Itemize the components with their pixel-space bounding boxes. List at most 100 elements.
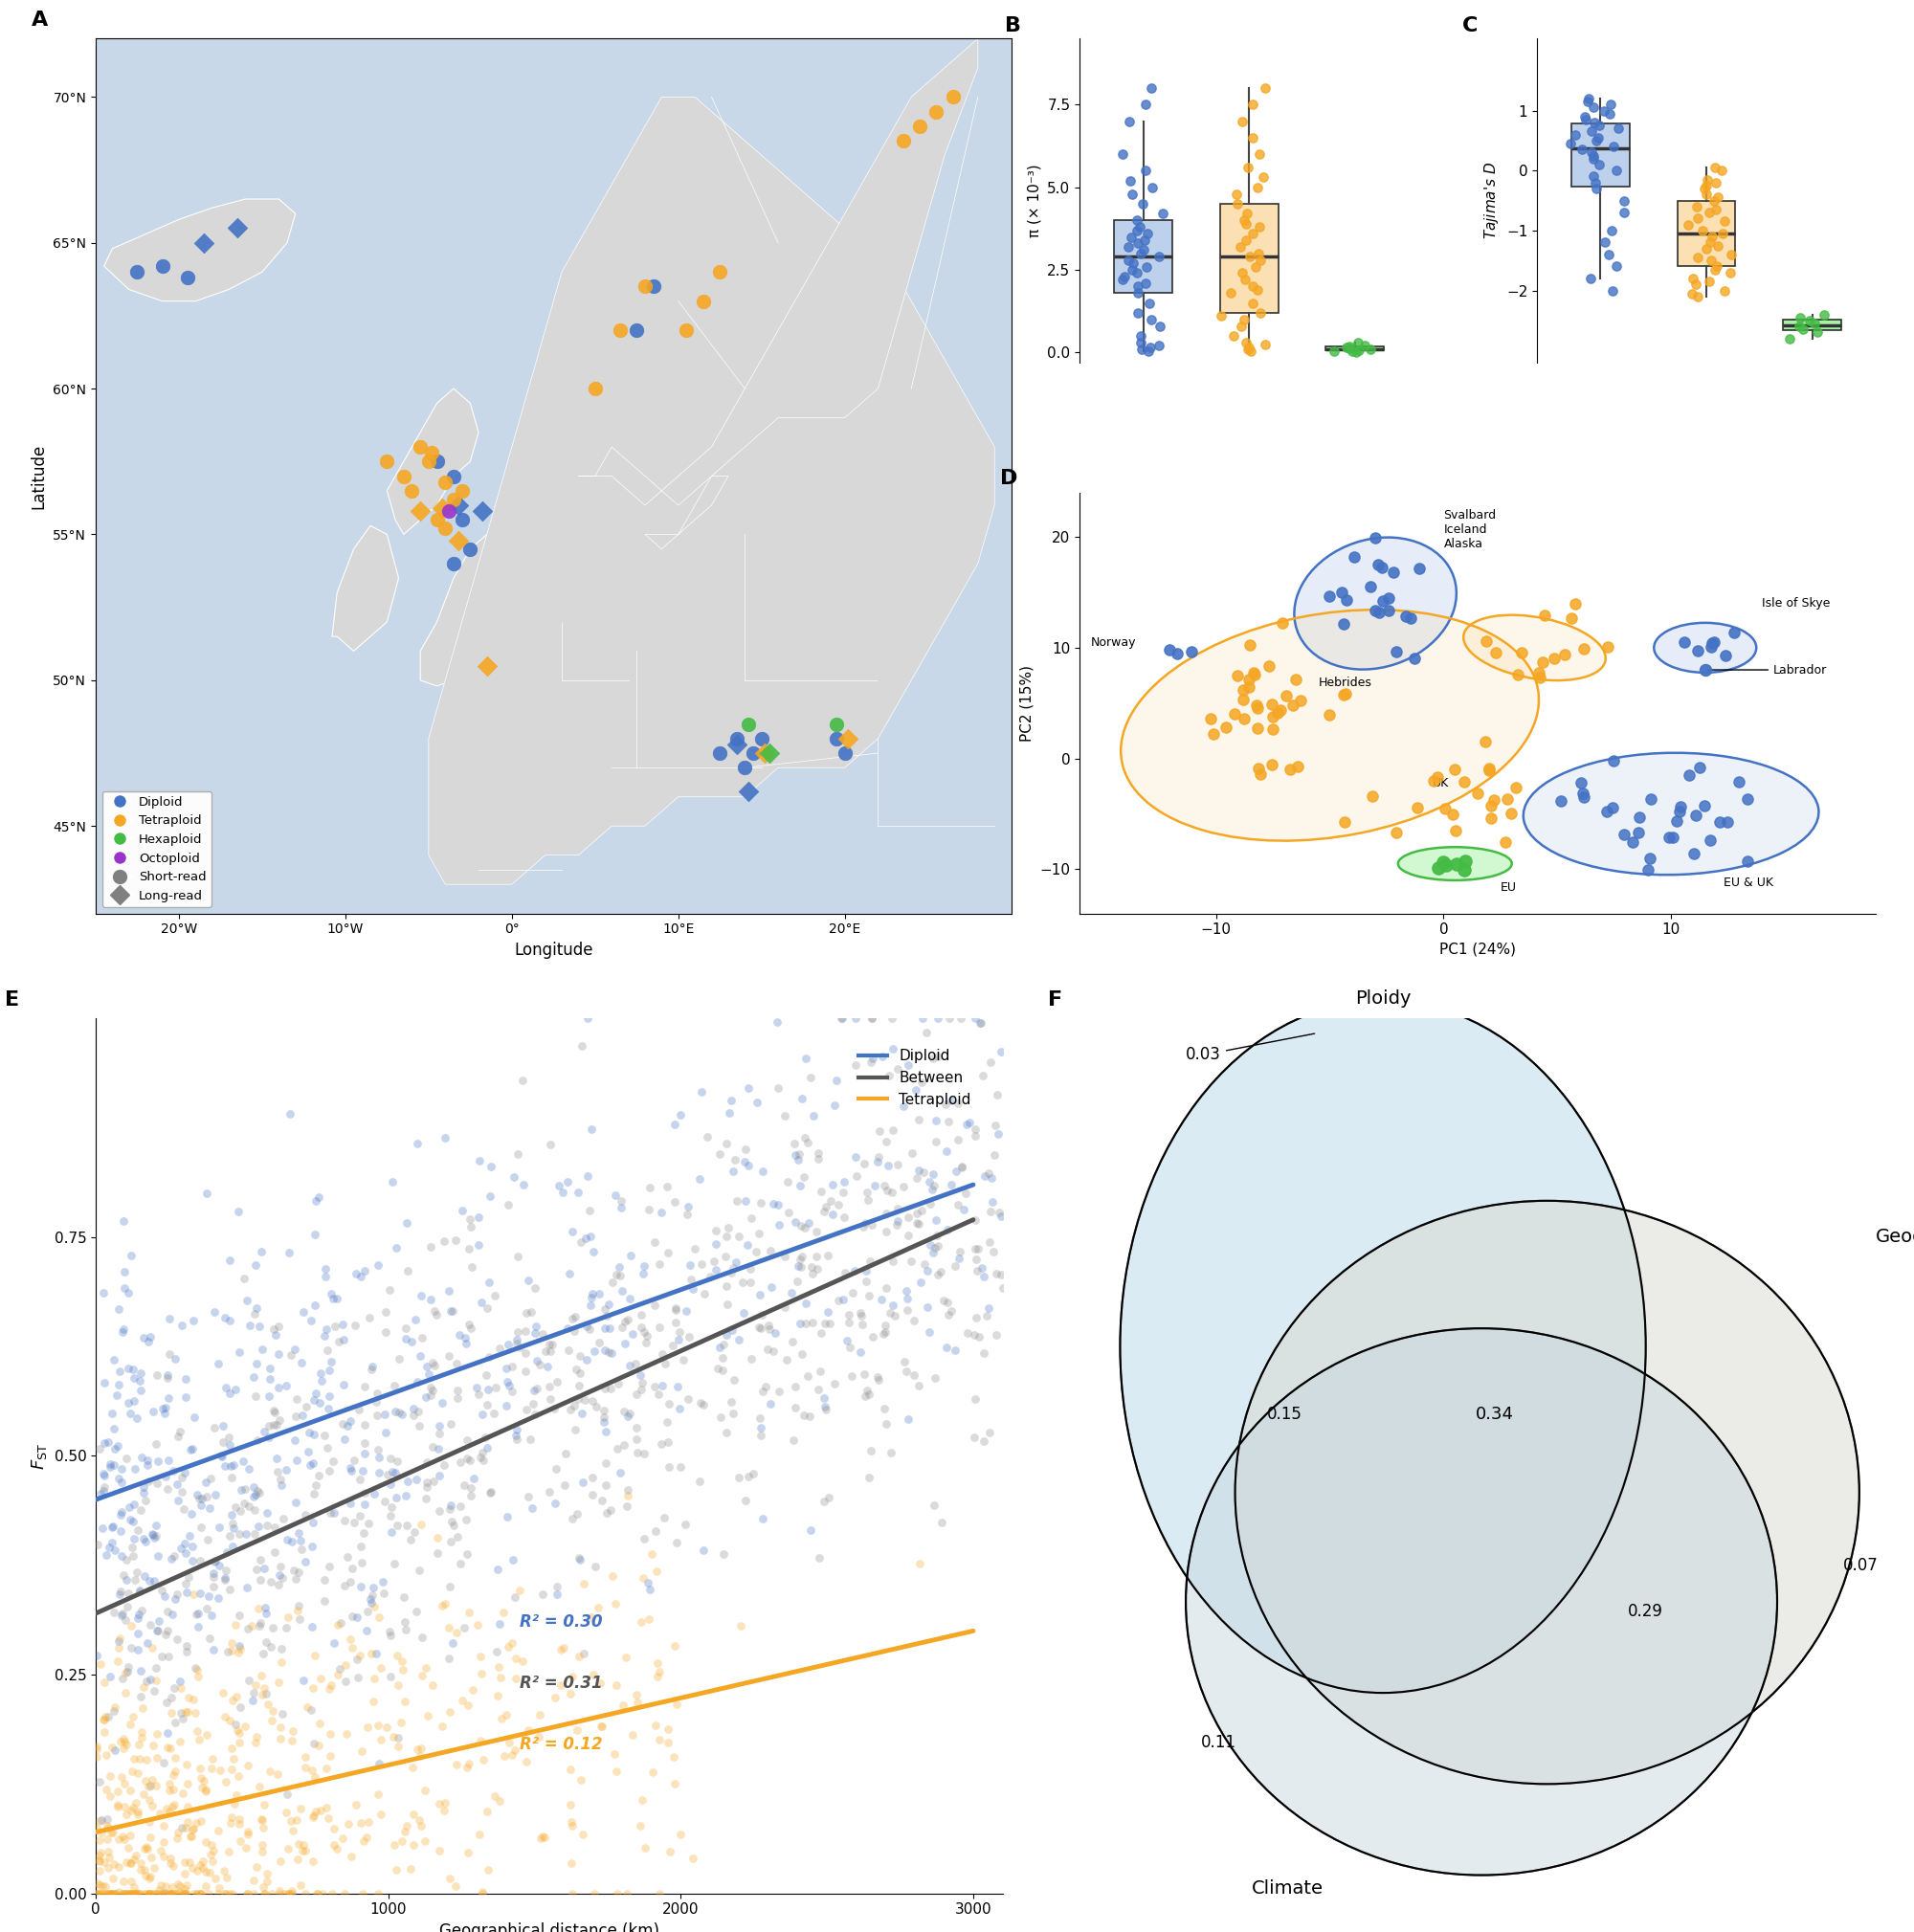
Point [1279,690,1309,721]
Point [452,1752,482,1783]
Point [976,1047,1007,1078]
Point [1506,638,1537,668]
Point [1131,218,1162,249]
Point [201,1480,232,1511]
Point [1334,330,1365,361]
Ellipse shape [1235,1202,1858,1783]
Point [251,1598,281,1629]
Point [580,1391,611,1422]
Point [463,1229,494,1260]
Point [635,1173,666,1204]
Point [815,1308,846,1339]
Point [923,1003,953,1034]
Point [988,1273,1018,1304]
Point [551,1312,582,1343]
Point [982,1080,1013,1111]
Point [764,1209,794,1240]
Point [494,1370,524,1401]
Text: F: F [1047,991,1062,1010]
Point [561,1499,591,1530]
Point [119,1872,149,1903]
Point [117,1700,147,1731]
Point [168,1702,199,1733]
Point [944,1124,974,1155]
Point [501,1316,532,1347]
Point [563,1640,593,1671]
Point [901,1163,932,1194]
Point [369,1316,400,1347]
Point [358,1592,389,1623]
Point [195,1830,226,1861]
Point [427,1712,457,1743]
Point [92,1835,122,1866]
Point [327,1323,358,1354]
Point [140,1675,170,1706]
Point [603,1434,634,1464]
Point [434,1571,465,1602]
Point [103,1824,134,1855]
Point [383,1669,413,1700]
Point [729,752,760,782]
Point [907,1157,938,1188]
Point [157,1455,188,1486]
Point [289,1752,320,1783]
Point [325,1654,356,1685]
Point [438,549,469,580]
Point [155,1302,186,1333]
Point [153,1797,184,1828]
Point [249,1789,279,1820]
Point [346,1548,377,1578]
Point [706,1343,737,1374]
Point [1382,636,1413,667]
Point [888,1347,919,1378]
Point [429,1225,459,1256]
Point [94,1451,124,1482]
Point [563,1177,593,1208]
PathPatch shape [1114,220,1171,294]
Point [92,1804,122,1835]
Point [147,251,178,282]
Point [170,1631,201,1662]
Point [105,1542,136,1573]
Point [310,1262,341,1293]
Point [220,1708,251,1739]
Point [660,1109,691,1140]
Point [1700,253,1730,284]
Point [563,1714,593,1745]
Point [186,1490,216,1520]
Point [193,1580,224,1611]
Point [1148,199,1179,230]
Point [1437,798,1468,829]
Point [193,1623,224,1654]
Point [471,1389,501,1420]
Point [444,1492,475,1522]
Point [649,1349,679,1379]
Point [117,1240,147,1271]
Point [381,1511,412,1542]
Point [746,723,777,753]
Point [856,1003,886,1034]
Point [121,1839,151,1870]
Point [865,1117,896,1148]
Point [145,1878,176,1909]
Point [810,1391,840,1422]
Point [630,1832,660,1862]
Point [936,1296,967,1327]
Point [379,1457,410,1488]
Point [211,1555,241,1586]
Point [109,1824,140,1855]
Point [214,1878,245,1909]
Point [530,1822,561,1853]
Point [412,1350,442,1381]
Point [218,1743,249,1774]
Point [545,1669,576,1700]
Point [82,1878,113,1909]
Point [501,1327,532,1358]
Point [580,1551,611,1582]
Point [524,1700,555,1731]
Point [559,1316,590,1347]
Point [239,1480,270,1511]
Point [775,1277,806,1308]
Point [1474,753,1504,784]
Point [647,1339,678,1370]
